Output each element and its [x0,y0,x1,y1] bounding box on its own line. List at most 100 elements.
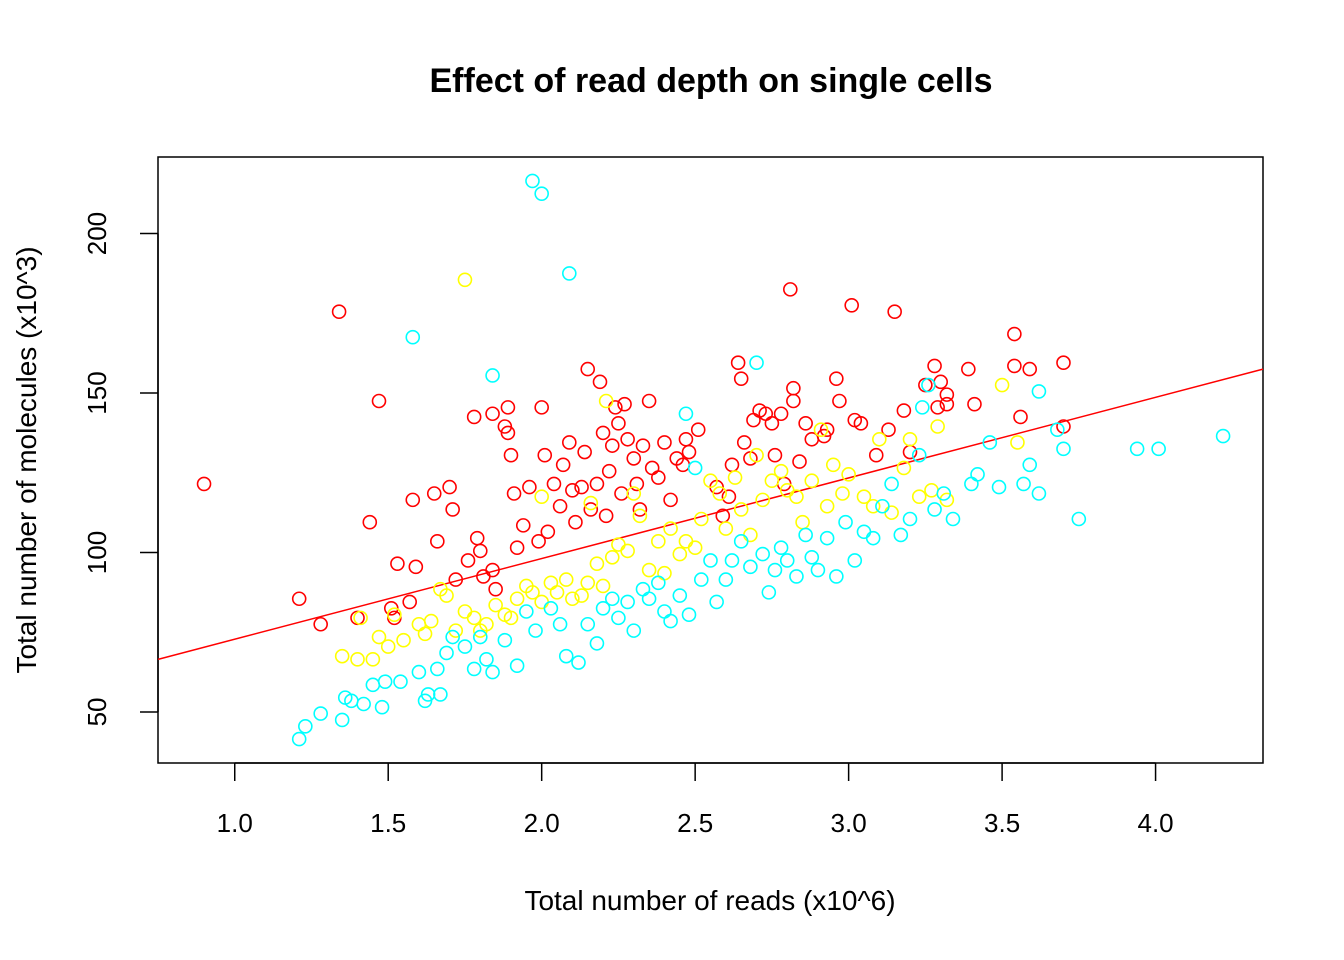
data-point [589,556,605,571]
data-point [819,422,835,438]
data-point [457,639,473,654]
data-point [598,393,614,409]
data-point [651,575,666,591]
data-point [884,505,899,520]
data-point [617,396,632,412]
data-point [426,486,442,501]
data-point [927,358,942,374]
x-tick-label: 4.0 [1137,808,1173,838]
data-point [377,674,393,689]
data-point [595,425,611,441]
data-point [1013,409,1028,425]
data-point [847,553,863,568]
data-point [485,368,500,383]
series-1 [334,272,1025,667]
data-point [390,556,405,571]
data-point [196,476,212,492]
data-point [565,482,580,498]
data-point [712,486,728,501]
data-point [703,473,718,489]
data-point [773,406,789,422]
data-point [562,266,577,281]
data-point [902,431,918,447]
data-point [387,607,402,622]
data-point [558,572,574,587]
data-point [786,393,801,409]
data-point [767,447,783,463]
data-point [417,626,433,642]
data-point [611,416,626,431]
data-point [893,527,909,543]
data-point [819,498,835,514]
data-point [914,400,930,415]
data-point [365,677,381,693]
data-point [371,629,387,645]
data-point [718,572,734,587]
data-point [568,514,583,530]
data-point [967,396,982,412]
data-point [552,498,568,514]
data-point [565,591,580,607]
data-point [353,610,368,626]
data-point [466,409,482,425]
data-point [485,664,500,680]
y-axis-label: Total number of molecules (x10^3) [11,246,42,673]
x-tick-label: 1.0 [217,808,253,838]
data-point [810,562,826,578]
data-point [884,476,899,492]
data-point [804,549,820,565]
x-tick-label: 2.5 [677,808,713,838]
data-point [331,304,347,319]
data-point [991,479,1007,495]
x-tick-label: 2.0 [524,808,560,838]
data-point [592,374,608,390]
data-point [795,514,810,530]
data-point [620,543,635,559]
data-point [724,457,740,473]
data-point [365,652,381,667]
data-point [1129,441,1145,457]
data-point [534,186,549,201]
data-point [1050,422,1065,438]
data-point [608,400,623,415]
points-layer [196,173,1231,747]
data-point [789,569,804,584]
data-point [835,486,850,501]
data-point [445,629,460,645]
data-point [457,272,473,288]
data-point [721,489,737,504]
data-point [663,492,678,508]
data-point [430,661,445,677]
data-point [902,444,918,460]
data-point [531,534,546,549]
data-point [693,572,709,587]
data-point [994,377,1010,393]
data-point [583,502,599,517]
data-point [838,514,853,530]
data-point [479,652,494,667]
x-tick-label: 1.5 [370,808,406,838]
data-point [1071,511,1087,527]
data-point [472,629,488,645]
data-point [525,173,540,189]
data-point [1010,435,1025,450]
data-point [604,438,620,453]
data-point [405,329,421,345]
data-point [736,435,752,450]
data-point [936,486,952,501]
data-point [911,489,927,504]
data-point [291,591,307,607]
data-point [356,696,371,712]
data-point [460,553,476,568]
data-point [657,435,672,450]
data-point [755,492,770,508]
data-point [604,549,620,565]
data-point [911,447,927,463]
data-point [773,540,789,556]
data-point [408,559,424,575]
data-point [580,616,596,632]
data-point [1151,441,1166,457]
data-point [690,422,706,438]
data-point [589,636,605,651]
data-point [595,578,611,594]
